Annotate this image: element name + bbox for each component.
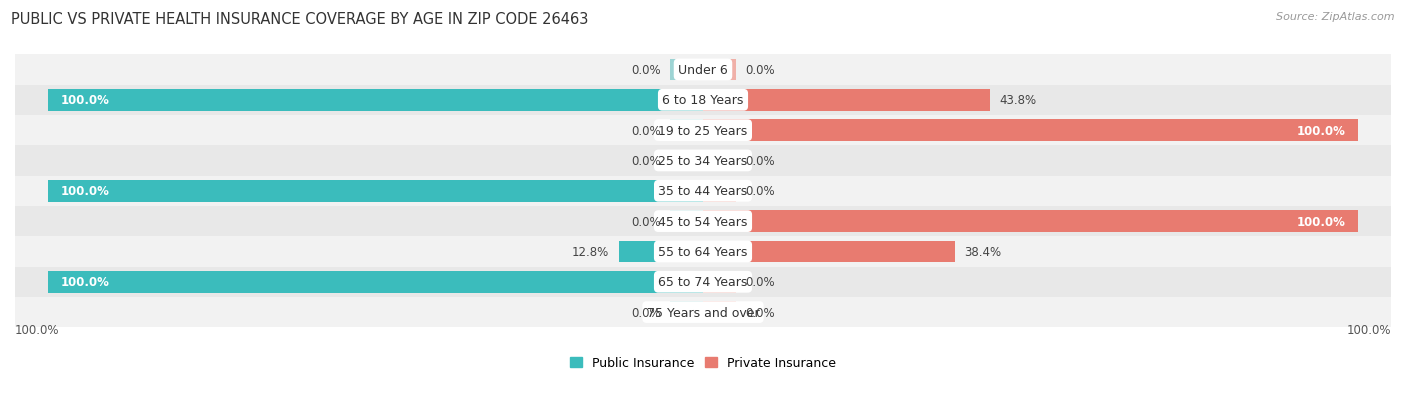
Text: 35 to 44 Years: 35 to 44 Years (658, 185, 748, 198)
Text: Under 6: Under 6 (678, 64, 728, 77)
Text: 100.0%: 100.0% (60, 185, 110, 198)
Bar (15, 116, 1391, 146)
Bar (671, 59, 703, 81)
Text: 0.0%: 0.0% (745, 275, 775, 289)
Bar (703, 211, 1358, 233)
Text: 100.0%: 100.0% (60, 94, 110, 107)
Bar (671, 120, 703, 142)
Text: 38.4%: 38.4% (965, 245, 1001, 258)
Text: 0.0%: 0.0% (631, 64, 661, 77)
Bar (671, 150, 703, 172)
Text: 43.8%: 43.8% (1000, 94, 1038, 107)
Bar (15, 267, 1391, 297)
Legend: Public Insurance, Private Insurance: Public Insurance, Private Insurance (565, 351, 841, 374)
Text: 100.0%: 100.0% (1296, 124, 1346, 137)
Text: 19 to 25 Years: 19 to 25 Years (658, 124, 748, 137)
Bar (15, 55, 1391, 85)
Text: 0.0%: 0.0% (745, 154, 775, 168)
Bar (48, 90, 703, 112)
Text: Source: ZipAtlas.com: Source: ZipAtlas.com (1277, 12, 1395, 22)
Bar (48, 271, 703, 293)
Text: 12.8%: 12.8% (572, 245, 609, 258)
Bar (15, 176, 1391, 206)
Text: 75 Years and over: 75 Years and over (647, 306, 759, 319)
Bar (15, 146, 1391, 176)
Bar (15, 297, 1391, 328)
Text: 55 to 64 Years: 55 to 64 Years (658, 245, 748, 258)
Text: 100.0%: 100.0% (1347, 323, 1391, 336)
Text: 0.0%: 0.0% (631, 306, 661, 319)
Bar (703, 301, 735, 323)
Bar (703, 241, 955, 263)
Bar (671, 301, 703, 323)
Text: 100.0%: 100.0% (60, 275, 110, 289)
Bar (703, 150, 735, 172)
Bar (703, 59, 735, 81)
Text: 0.0%: 0.0% (745, 306, 775, 319)
Bar (703, 180, 735, 202)
Text: 100.0%: 100.0% (15, 323, 59, 336)
Text: 0.0%: 0.0% (631, 124, 661, 137)
Bar (671, 211, 703, 233)
Bar (703, 271, 735, 293)
Text: 0.0%: 0.0% (745, 64, 775, 77)
Text: 45 to 54 Years: 45 to 54 Years (658, 215, 748, 228)
Bar (15, 206, 1391, 237)
Text: 25 to 34 Years: 25 to 34 Years (658, 154, 748, 168)
Bar (48, 180, 703, 202)
Bar (15, 85, 1391, 116)
Text: PUBLIC VS PRIVATE HEALTH INSURANCE COVERAGE BY AGE IN ZIP CODE 26463: PUBLIC VS PRIVATE HEALTH INSURANCE COVER… (11, 12, 589, 27)
Text: 0.0%: 0.0% (631, 154, 661, 168)
Bar (703, 120, 1358, 142)
Bar (703, 90, 990, 112)
Text: 100.0%: 100.0% (1296, 215, 1346, 228)
Text: 65 to 74 Years: 65 to 74 Years (658, 275, 748, 289)
Bar (619, 241, 703, 263)
Text: 6 to 18 Years: 6 to 18 Years (662, 94, 744, 107)
Text: 0.0%: 0.0% (745, 185, 775, 198)
Bar (15, 237, 1391, 267)
Text: 0.0%: 0.0% (631, 215, 661, 228)
